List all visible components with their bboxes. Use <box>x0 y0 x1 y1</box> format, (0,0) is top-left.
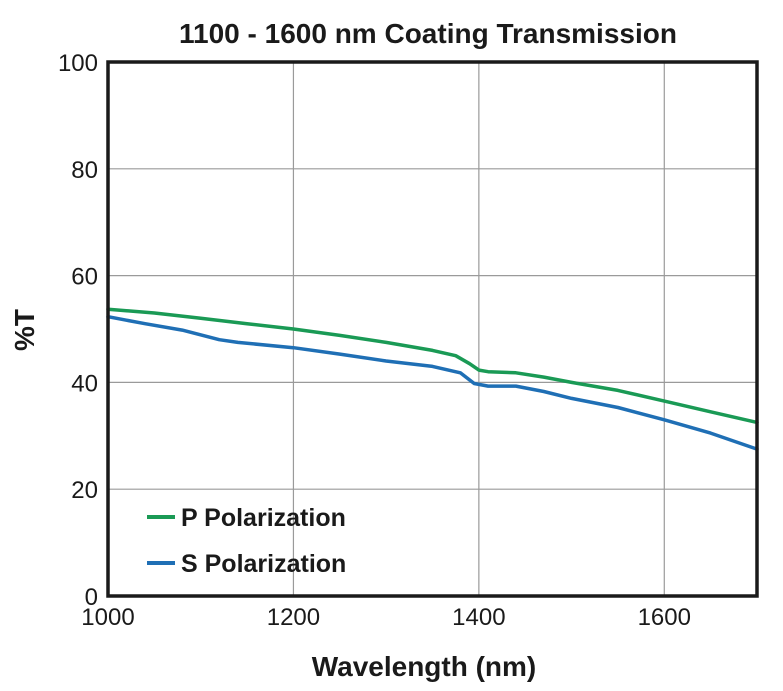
chart-title: 1100 - 1600 nm Coating Transmission <box>179 18 677 49</box>
y-axis-ticks: 0 20 40 60 80 100 <box>58 50 98 611</box>
series-line-1 <box>106 307 759 425</box>
x-tick-label: 1000 <box>81 604 134 631</box>
x-tick-label: 1400 <box>452 604 505 631</box>
y-tick-label: 20 <box>71 477 98 504</box>
legend-label: P Polarization <box>181 504 346 532</box>
y-tick-label: 60 <box>71 264 98 291</box>
legend: P Polarization S Polarization <box>147 504 346 578</box>
y-tick-label: 80 <box>71 157 98 184</box>
y-tick-label: 100 <box>58 50 98 77</box>
series-line-2 <box>106 314 759 451</box>
series-layer <box>106 307 759 451</box>
x-axis-label: Wavelength (nm) <box>312 651 537 682</box>
x-axis-ticks: 1000 1200 1400 1600 <box>81 604 691 631</box>
y-tick-label: 0 <box>85 584 98 611</box>
x-tick-label: 1200 <box>267 604 320 631</box>
plot-frame <box>106 60 759 598</box>
y-tick-label: 40 <box>71 370 98 397</box>
x-tick-label: 1600 <box>638 604 691 631</box>
legend-label: S Polarization <box>181 550 346 578</box>
y-axis-label: %T <box>9 309 40 351</box>
